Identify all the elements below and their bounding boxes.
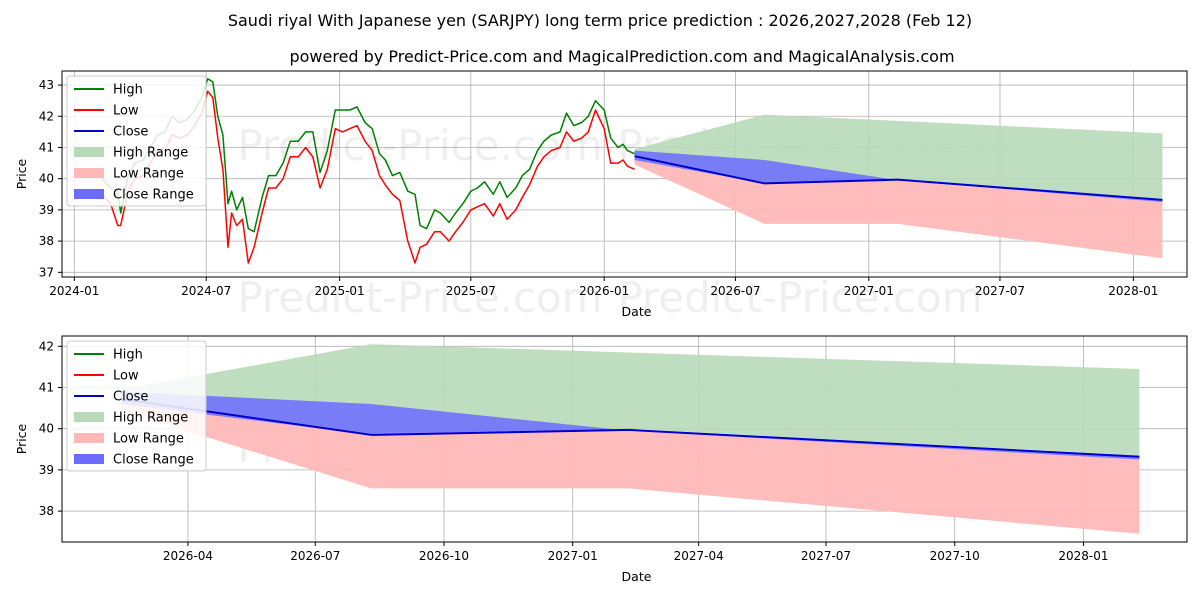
tick-labels: 2026-04 2026-07 2026-10 2027-01 2027-04 2027-… — [39, 339, 1109, 563]
legend: High Low Close High Range Low Range Close Ran… — [66, 75, 207, 207]
x-tick-label: 2027-01 — [844, 284, 894, 298]
x-tick-label: 2026-04 — [163, 549, 213, 563]
y-axis-label: Price — [14, 158, 29, 189]
y-tick-label: 38 — [39, 234, 54, 248]
y-tick-label: 41 — [39, 381, 54, 395]
low-range-band — [634, 160, 1163, 259]
legend-label: High Range — [113, 146, 188, 161]
watermark-text: Predict-Price.com — [237, 273, 602, 322]
legend-label: Low Range — [113, 432, 184, 447]
legend-label: High — [113, 83, 143, 98]
legend-label: Close Range — [113, 188, 194, 203]
y-tick-label: 39 — [39, 463, 54, 477]
legend-label: Low — [113, 369, 139, 384]
x-tick-label: 2027-01 — [548, 549, 598, 563]
x-tick-label: 2026-10 — [419, 549, 469, 563]
legend-swatch-patch — [74, 412, 104, 422]
x-tick-label: 2027-04 — [674, 549, 724, 563]
y-tick-label: 38 — [39, 504, 54, 518]
legend-swatch-patch — [74, 168, 104, 178]
close-line — [634, 155, 1163, 201]
x-tick-label: 2027-10 — [930, 549, 980, 563]
y-axis-label: Price — [14, 423, 29, 454]
close-line — [120, 398, 1140, 458]
watermark-text: Predict-Price.com — [617, 273, 982, 322]
legend-label: Close — [113, 125, 148, 140]
legend-label: High — [113, 348, 143, 363]
axes-frame — [61, 335, 1188, 543]
x-tick-label: 2026-07 — [290, 549, 340, 563]
x-tick-label: 2025-01 — [315, 284, 365, 298]
legend-label: Low — [113, 104, 139, 119]
y-tick-label: 42 — [39, 339, 54, 353]
plot-area — [120, 344, 1140, 534]
close-range-band — [634, 150, 1163, 203]
x-axis-label: Date — [622, 304, 652, 319]
legend-label: Close Range — [113, 453, 194, 468]
y-tick-label: 39 — [39, 203, 54, 217]
x-tick-label: 2027-07 — [801, 549, 851, 563]
x-tick-label: 2028-01 — [1108, 284, 1158, 298]
x-tick-label: 2024-01 — [49, 284, 99, 298]
top-panel: Predict-Price.com Predict-Price.com Predic… — [14, 70, 1188, 322]
legend-swatch-patch — [74, 433, 104, 443]
legend: High Low Close High Range Low Range Close Ran… — [66, 340, 207, 472]
legend-label: Close — [113, 390, 148, 405]
close-range-band — [120, 391, 1140, 460]
legend-swatch-patch — [74, 454, 104, 464]
legend-label: High Range — [113, 411, 188, 426]
axes-frame — [61, 70, 1188, 278]
low-range-band — [120, 404, 1140, 534]
bottom-panel: Predict-Price.comPredict-Price.com2026-0… — [14, 335, 1188, 584]
x-tick-label: 2026-07 — [710, 284, 760, 298]
x-tick-label: 2026-01 — [579, 284, 629, 298]
y-tick-label: 40 — [39, 172, 54, 186]
y-tick-label: 37 — [39, 265, 54, 279]
tick-labels: 2024-01 2024-07 2025-01 2025-07 2026-01 2026-… — [39, 78, 1159, 298]
y-tick-label: 41 — [39, 140, 54, 154]
legend-swatch-patch — [74, 147, 104, 157]
x-tick-label: 2025-07 — [446, 284, 496, 298]
x-tick-label: 2028-01 — [1058, 549, 1108, 563]
y-tick-label: 43 — [39, 78, 54, 92]
y-tick-label: 42 — [39, 109, 54, 123]
x-axis-label: Date — [622, 569, 652, 584]
x-tick-label: 2027-07 — [975, 284, 1025, 298]
legend-label: Low Range — [113, 167, 184, 182]
x-tick-label: 2024-07 — [181, 284, 231, 298]
legend-swatch-patch — [74, 189, 104, 199]
chart-title: Saudi riyal With Japanese yen (SARJPY) l… — [228, 11, 972, 30]
chart-subtitle: powered by Predict-Price.com and Magical… — [289, 47, 954, 66]
watermark-text: Predict-Price.com — [237, 121, 602, 170]
y-tick-label: 40 — [39, 422, 54, 436]
plot-area — [101, 78, 1163, 264]
